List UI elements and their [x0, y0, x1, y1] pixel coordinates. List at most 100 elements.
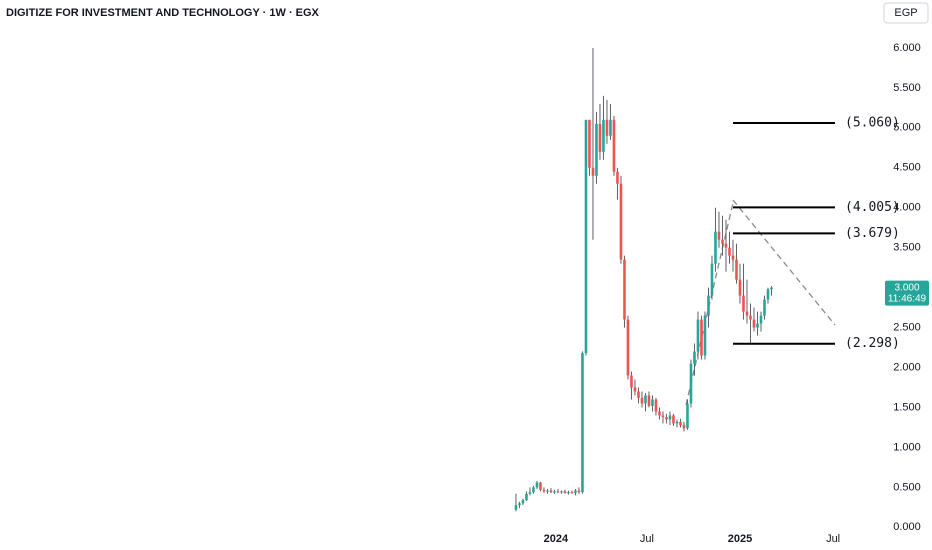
candle-body — [602, 119, 605, 152]
y-tick-label: 4.500 — [893, 162, 921, 174]
candle-body — [735, 259, 738, 280]
y-tick-label: 1.000 — [893, 441, 921, 453]
candle-body — [528, 492, 532, 494]
candle-body — [584, 119, 588, 354]
candle-body — [581, 353, 584, 493]
candle-body — [535, 482, 539, 488]
candle-body — [728, 247, 731, 256]
candle-body — [717, 231, 721, 240]
candle-body — [658, 411, 661, 416]
candle-body — [703, 315, 707, 356]
candle-body — [532, 487, 535, 493]
chart-title: DIGITIZE FOR INVESTMENT AND TECHNOLOGY ·… — [6, 7, 320, 19]
price-tag-label: 3.000 — [894, 282, 919, 293]
candle-body — [563, 491, 567, 493]
candle-body — [679, 421, 682, 426]
candle-body — [721, 239, 724, 244]
candle-body — [623, 259, 626, 320]
candle-body — [686, 403, 689, 429]
y-tick-label: 5.500 — [893, 82, 921, 94]
candle-body — [633, 387, 637, 392]
candle-body — [539, 482, 542, 490]
candle-body — [626, 319, 630, 376]
x-tick-label: 2025 — [728, 533, 752, 545]
candle-body — [700, 319, 703, 356]
candle-body — [619, 183, 623, 260]
candle-body — [665, 417, 668, 420]
candle-body — [661, 415, 665, 418]
level-label: (4.005) — [845, 200, 900, 215]
candle-body — [675, 421, 679, 424]
candle-body — [731, 255, 735, 260]
candle-body — [521, 500, 525, 504]
candle-body — [696, 319, 700, 352]
trend-line — [732, 199, 836, 326]
candle-body — [598, 123, 602, 152]
candle-body — [518, 503, 521, 505]
candle-body — [525, 493, 528, 501]
candle-body — [759, 315, 763, 324]
countdown: 11:46:49 — [888, 293, 927, 304]
level-label: (5.060) — [845, 116, 900, 131]
candle-body — [770, 287, 773, 290]
y-tick-label: 6.000 — [893, 42, 921, 54]
candle-body — [742, 295, 745, 312]
candle-body — [763, 299, 766, 316]
candle-body — [689, 363, 693, 404]
candle-body — [514, 504, 518, 510]
price-tag — [885, 280, 929, 306]
level-label: (2.298) — [845, 336, 900, 351]
candle-body — [612, 119, 616, 172]
candle-body — [588, 119, 591, 168]
y-tick-label: 0.000 — [893, 521, 921, 533]
level-label: (3.679) — [845, 226, 900, 241]
x-tick-label: Jul — [826, 533, 840, 545]
y-tick-label: 1.500 — [893, 401, 921, 413]
candle-body — [616, 171, 619, 184]
candle-body — [752, 319, 756, 328]
candle-body — [556, 491, 560, 493]
x-tick-label: Jul — [640, 533, 654, 545]
candle-body — [668, 415, 672, 420]
candle-body — [707, 295, 710, 316]
candle-body — [640, 397, 644, 404]
x-tick-label: 2024 — [544, 533, 569, 545]
candle-body — [766, 289, 770, 300]
candle-body — [644, 395, 647, 404]
candle-body — [693, 351, 696, 364]
y-tick-label: 4.000 — [893, 202, 921, 214]
candle-body — [749, 315, 752, 320]
candle-body — [756, 323, 759, 328]
candle-body — [609, 119, 612, 136]
candle-body — [570, 492, 574, 494]
y-tick-label: 5.000 — [893, 122, 921, 134]
candle-body — [542, 489, 546, 492]
candle-body — [710, 263, 714, 296]
y-tick-label: 2.000 — [893, 361, 921, 373]
candle-body — [549, 490, 553, 493]
candle-body — [682, 425, 686, 429]
candle-body — [738, 279, 742, 296]
candle-body — [560, 491, 563, 493]
y-tick-label: 3.500 — [893, 242, 921, 254]
candle-body — [630, 375, 633, 388]
candle-body — [745, 311, 749, 316]
candle-body — [647, 395, 651, 406]
candle-body — [595, 123, 598, 176]
y-tick-label: 2.500 — [893, 321, 921, 333]
candle-body — [714, 231, 717, 264]
candle-body — [591, 167, 595, 176]
candle-body — [577, 490, 581, 493]
candle-body — [724, 243, 728, 248]
candle-body — [574, 490, 577, 493]
currency: EGP — [894, 7, 917, 19]
candle-body — [651, 399, 654, 406]
candle-body — [672, 415, 675, 424]
candle-body — [654, 399, 658, 412]
candle-body — [546, 490, 549, 492]
candle-body — [637, 391, 640, 398]
y-tick-label: 0.500 — [893, 481, 921, 493]
candle-body — [553, 491, 556, 493]
currency-box[interactable] — [883, 2, 929, 24]
